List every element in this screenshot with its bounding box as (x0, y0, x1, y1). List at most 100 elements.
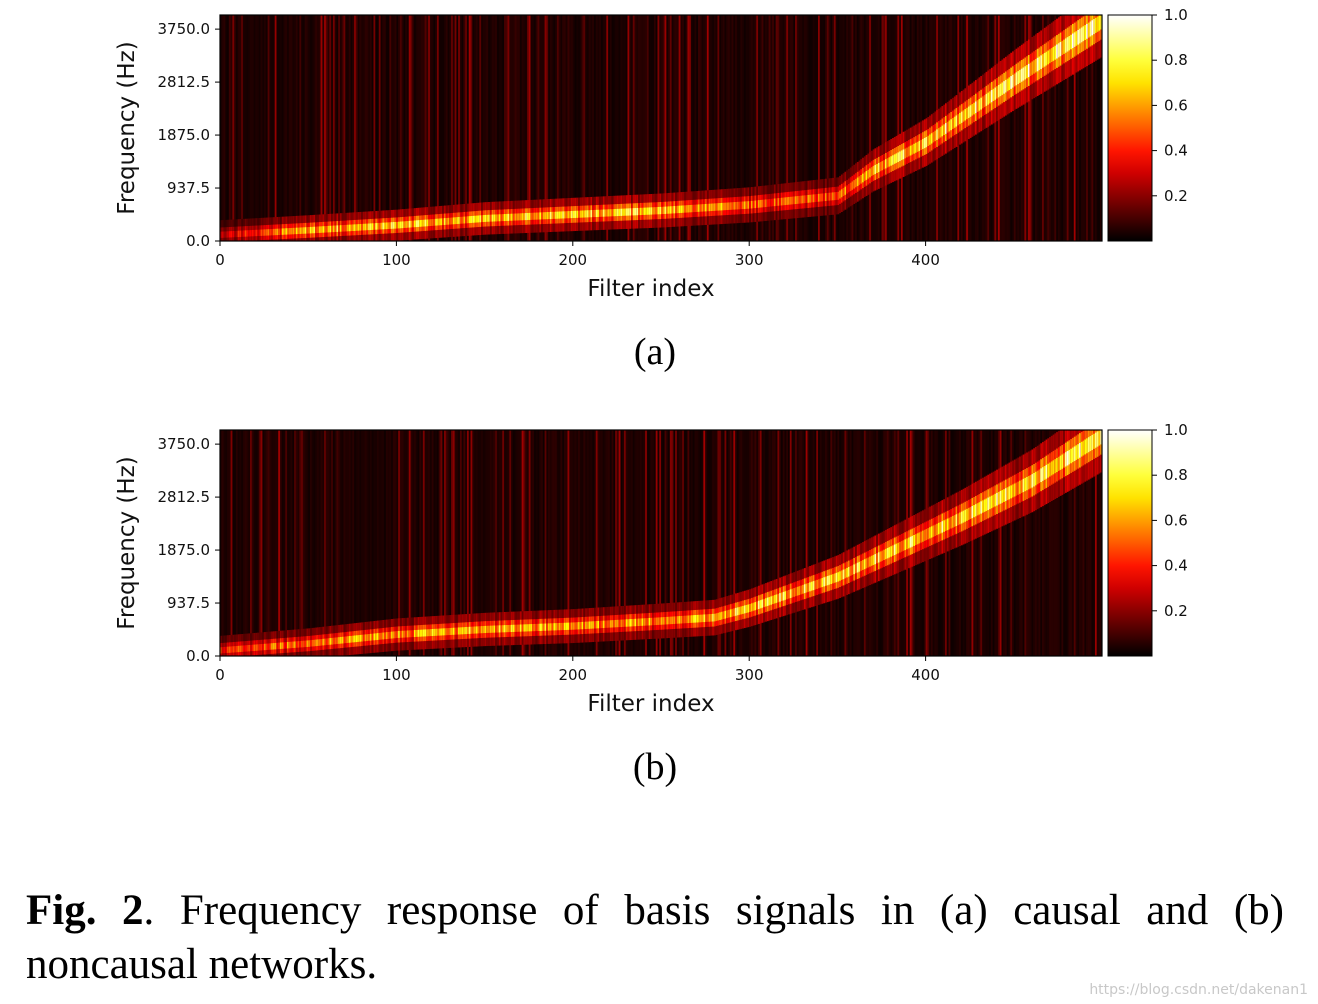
heatmap-streak (391, 430, 394, 656)
heatmap-ridge-core (304, 640, 308, 648)
heatmap-ridge-core (849, 566, 853, 576)
heatmap-ridge-core (805, 583, 809, 593)
heatmap-ridge-core (1059, 455, 1063, 470)
heatmap-streak (548, 430, 551, 656)
heatmap-streak (373, 15, 376, 241)
heatmap-streak (1033, 15, 1036, 241)
heatmap-ridge-core (518, 213, 521, 221)
heatmap-ridge-core (863, 172, 867, 182)
heatmap-streak (276, 15, 279, 241)
heatmap-streak (1093, 15, 1096, 241)
heatmap-ridge-core (225, 646, 228, 654)
heatmap-streak (364, 430, 368, 656)
heatmap-streak (533, 15, 537, 241)
heatmap-ridge-core (846, 185, 849, 194)
heatmap-ridge-core (474, 215, 477, 223)
heatmap-ridge-core (1031, 61, 1034, 75)
heatmap-streak (459, 15, 463, 241)
heatmap-streak (798, 15, 801, 241)
heatmap-ridge-core (809, 582, 812, 592)
heatmap-streak (334, 430, 338, 656)
heatmap-ridge-core (724, 202, 727, 211)
heatmap-ridge-core (915, 534, 918, 546)
heatmap-ridge-core (223, 646, 226, 654)
heatmap-streak (690, 15, 694, 241)
heatmap-streak (287, 15, 290, 241)
heatmap-ridge-core (945, 519, 948, 531)
heatmap-ridge-core (766, 199, 770, 207)
heatmap-streak (368, 430, 371, 656)
heatmap-ridge-core (1089, 436, 1093, 452)
heatmap-ridge-core (939, 126, 943, 138)
heatmap-streak (832, 15, 835, 241)
heatmap-ridge-core (715, 613, 719, 621)
heatmap-streak (532, 15, 535, 241)
heatmap-streak (302, 430, 306, 656)
heatmap-ridge-core (384, 222, 387, 230)
heatmap-streak (581, 15, 584, 241)
heatmap-ridge-core (1054, 45, 1057, 60)
heatmap-streak (546, 430, 549, 656)
heatmap-ridge-core (350, 224, 353, 232)
heatmap-ridge-core (952, 117, 955, 129)
heatmap-ridge-core (343, 224, 346, 232)
heatmap-ridge-core (1045, 464, 1048, 479)
heatmap-ridge-core (1061, 454, 1064, 469)
heatmap-streak (327, 430, 330, 656)
heatmap-ridge-core (927, 135, 930, 147)
heatmap-ridge-core (652, 617, 655, 626)
heatmap-ridge-core (694, 204, 697, 213)
heatmap-streak (585, 15, 588, 241)
heatmap-streak (274, 430, 278, 656)
heatmap-ridge-core (952, 515, 955, 528)
heatmap-ridge-core (768, 199, 771, 207)
heatmap-streak (775, 430, 779, 656)
heatmap-streak (410, 430, 413, 656)
heatmap-ridge-core (297, 641, 300, 648)
heatmap-streak (532, 430, 535, 656)
heatmap-ridge-core (382, 632, 385, 640)
heatmap-streak (1033, 430, 1036, 656)
heatmap-ridge-core (731, 608, 734, 617)
heatmap-streak (1042, 430, 1045, 656)
heatmap-streak (512, 15, 516, 241)
heatmap-streak (606, 15, 609, 241)
heatmap-streak (830, 15, 833, 241)
heatmap-ridge-core (588, 621, 592, 629)
heatmap-streak (701, 15, 704, 241)
heatmap-streak (345, 15, 348, 241)
heatmap-ridge-core (796, 586, 800, 596)
heatmap-ridge-core (943, 520, 946, 532)
heatmap-ridge-core (1072, 33, 1075, 49)
heatmap-ridge-core (560, 622, 563, 631)
heatmap-ridge-core (955, 115, 958, 127)
heatmap-streak (281, 15, 285, 241)
y-tick-label: 0.0 (186, 232, 210, 250)
heatmap-streak (816, 15, 819, 241)
heatmap-streak (306, 430, 309, 656)
heatmap-ridge-core (474, 626, 477, 634)
heatmap-streak (1020, 430, 1024, 656)
heatmap-ridge-core (830, 574, 833, 585)
heatmap-streak (851, 15, 854, 241)
heatmap-streak (248, 15, 251, 241)
heatmap-ridge-core (736, 607, 740, 616)
heatmap-ridge-core (645, 207, 648, 215)
heatmap-ridge-core (565, 211, 569, 219)
heatmap-ridge-core (1077, 29, 1080, 45)
heatmap-ridge-core (837, 572, 840, 582)
heatmap-ridge-core (687, 205, 690, 213)
heatmap-streak (241, 430, 244, 656)
heatmap-ridge-core (347, 224, 350, 232)
heatmap-streak (428, 15, 431, 241)
heatmap-ridge-core (900, 150, 904, 161)
heatmap-streak (618, 430, 622, 656)
heatmap-streak (482, 430, 486, 656)
heatmap-ridge-core (394, 631, 397, 639)
heatmap-ridge-core (710, 203, 713, 212)
heatmap-streak (996, 430, 999, 656)
heatmap-ridge-core (1020, 68, 1024, 82)
heatmap-ridge-core (590, 621, 593, 629)
heatmap-streak (599, 15, 602, 241)
heatmap-ridge-core (244, 230, 248, 237)
